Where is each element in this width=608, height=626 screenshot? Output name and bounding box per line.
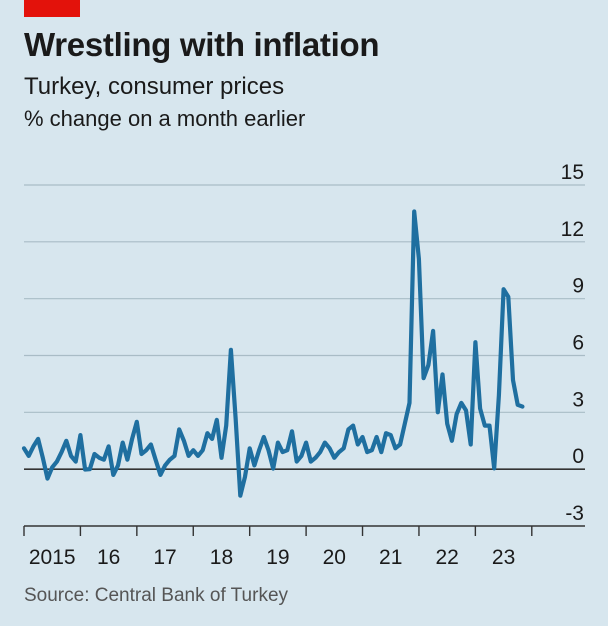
source-note: Source: Central Bank of Turkey bbox=[24, 585, 289, 606]
chart-unit-label: % change on a month earlier bbox=[24, 106, 306, 131]
y-axis-ticks: 15 12 9 6 3 0 -3 bbox=[561, 161, 584, 525]
gridlines bbox=[24, 184, 585, 470]
x-tick-label: 16 bbox=[97, 546, 120, 569]
brand-tag bbox=[24, 0, 80, 17]
y-tick-label: 3 bbox=[572, 388, 584, 411]
x-tick-label: 18 bbox=[210, 546, 233, 569]
chart-title: Wrestling with inflation bbox=[24, 26, 380, 63]
x-tick-label: 21 bbox=[379, 546, 402, 569]
y-tick-label: 12 bbox=[561, 218, 584, 241]
x-tick-label: 22 bbox=[435, 546, 458, 569]
y-tick-label: 6 bbox=[572, 332, 584, 355]
series-group bbox=[21, 209, 525, 498]
x-tick-label: 2015 bbox=[29, 546, 76, 569]
x-tick-label: 20 bbox=[323, 546, 346, 569]
chart-subtitle: Turkey, consumer prices bbox=[24, 73, 285, 100]
x-tick-label: 23 bbox=[492, 546, 515, 569]
y-tick-label: 9 bbox=[572, 275, 584, 298]
x-axis: 2015 16 17 18 19 20 21 22 23 bbox=[23, 525, 585, 569]
y-tick-label: -3 bbox=[565, 502, 584, 525]
x-tick-label: 17 bbox=[153, 546, 176, 569]
y-tick-label: 15 bbox=[561, 161, 584, 184]
x-tick-label: 19 bbox=[266, 546, 289, 569]
y-tick-label: 0 bbox=[572, 445, 584, 468]
series-line-monthly-inflation bbox=[21, 209, 525, 498]
